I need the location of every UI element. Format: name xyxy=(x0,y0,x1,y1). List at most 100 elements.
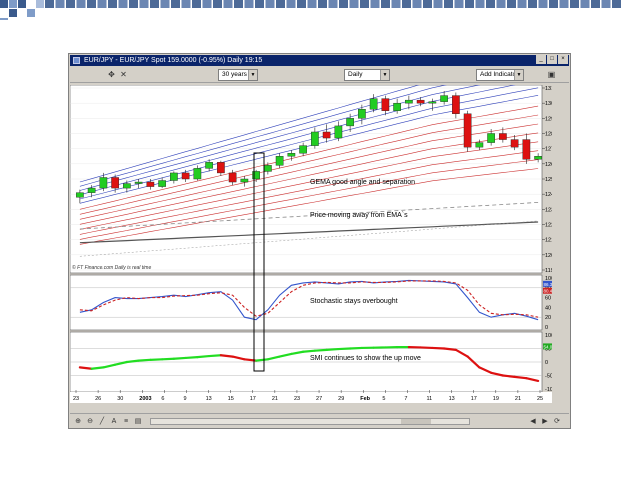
ema-slow-line xyxy=(79,114,539,215)
minimize-button[interactable]: _ xyxy=(536,55,546,64)
pan-left-icon[interactable]: ◀ xyxy=(530,418,536,425)
date-tick-label: 25 xyxy=(537,396,543,402)
deco-bar-cell xyxy=(412,0,422,8)
chevron-down-icon: ▼ xyxy=(380,70,389,80)
stoch-k-line xyxy=(79,279,539,321)
deco-bar-cell xyxy=(255,0,264,8)
smi-segment xyxy=(501,374,516,378)
candle-body xyxy=(534,156,542,160)
candle-body xyxy=(193,168,202,180)
ema-slow-line xyxy=(79,123,539,220)
chart-area[interactable]: 1311301291281271261251241231221211201191… xyxy=(70,85,552,403)
window-title: EUR/JPY - EUR/JPY Spot 159.0000 (-0.95%)… xyxy=(84,57,263,64)
date-tick-label: 17 xyxy=(250,396,256,402)
stoch-tick-label: 100 xyxy=(545,276,552,282)
price-tick-label: 120 xyxy=(545,253,552,259)
smi-segment xyxy=(419,346,434,350)
deco-bar-cell xyxy=(276,0,285,8)
zoom-out-icon[interactable]: ⊖ xyxy=(87,418,93,425)
smi-segment xyxy=(78,366,93,370)
close-button[interactable]: × xyxy=(558,55,568,64)
smi-tick-label: -50 xyxy=(545,374,552,380)
date-tick-label: 23 xyxy=(294,396,300,402)
smi-segment xyxy=(114,360,128,366)
deco-bar-cell xyxy=(444,0,453,8)
cursor-icon[interactable]: ✥ xyxy=(108,70,115,79)
reset-view-icon[interactable]: ⟳ xyxy=(554,418,560,425)
deco-bar-cell xyxy=(423,0,432,8)
price-tick-label: 125 xyxy=(545,177,552,183)
price-tick-label: 124 xyxy=(545,192,552,198)
ema-slow-line xyxy=(79,168,539,245)
deco-bar-cell xyxy=(139,0,149,8)
maximize-button[interactable]: □ xyxy=(547,55,557,64)
annotation-stochastic: Stochastic stays overbought xyxy=(310,298,398,305)
range-value: 30 years xyxy=(222,71,247,78)
text-tool-icon[interactable]: A xyxy=(111,418,117,425)
ema-fast-line xyxy=(79,95,539,204)
range-dropdown[interactable]: 30 years ▼ xyxy=(218,69,258,81)
smi-segment xyxy=(513,375,528,380)
candle-body xyxy=(99,177,108,189)
data-credit: © FT Finance.com Daily is real time xyxy=(72,265,152,271)
stochastic-panel xyxy=(70,274,543,331)
candle-body xyxy=(393,102,401,111)
candle-body xyxy=(240,178,249,183)
smi-segment xyxy=(266,355,281,361)
pan-right-icon[interactable]: ▶ xyxy=(542,418,548,425)
deco-bar-cell xyxy=(265,0,275,8)
smi-segment xyxy=(525,377,540,382)
zoom-in-icon[interactable]: ⊕ xyxy=(75,418,81,425)
date-tick-label: 26 xyxy=(95,396,101,402)
candle-body xyxy=(369,98,378,110)
stoch-value-badge xyxy=(543,280,552,287)
deco-square xyxy=(9,9,17,17)
deco-bar-cell xyxy=(307,0,317,8)
candle-body xyxy=(275,156,284,166)
stoch-d-line xyxy=(79,280,539,318)
deco-bar-cell xyxy=(76,0,86,8)
candle-body xyxy=(170,172,178,181)
smi-segment xyxy=(172,356,187,360)
deco-bar-cell xyxy=(433,0,443,8)
stoch-tick-label: 40 xyxy=(545,305,551,311)
add-indicator-dropdown[interactable]: Add Indicator ▼ xyxy=(476,69,524,81)
ema-fast-line xyxy=(79,87,539,200)
print-icon[interactable]: ▤ xyxy=(134,418,142,425)
deco-bar-cell xyxy=(171,0,180,8)
deco-bar-cell xyxy=(328,0,338,8)
smi-segment xyxy=(137,358,152,362)
candle-body xyxy=(346,118,354,127)
candle-body xyxy=(252,171,260,180)
deco-bar-cell xyxy=(549,0,558,8)
smi-segment xyxy=(149,358,164,361)
candle-body xyxy=(452,95,460,114)
deco-bar-cell xyxy=(528,0,537,8)
ema-fast-line xyxy=(79,85,481,191)
ema-fast-line xyxy=(79,85,420,183)
smi-segment xyxy=(278,352,293,358)
chart-scrollbar[interactable] xyxy=(150,418,470,425)
date-tick-label: 23 xyxy=(73,396,79,402)
smi-tick-label: 100 xyxy=(545,333,552,339)
app-icon xyxy=(73,57,80,64)
price-tick-label: 126 xyxy=(545,162,552,168)
annotation-gema: GEMA good angle and separation xyxy=(310,179,416,186)
deco-bar-cell xyxy=(213,0,222,8)
fibonacci-icon[interactable]: ≡ xyxy=(123,418,129,425)
scrollbar-thumb[interactable] xyxy=(401,419,431,424)
date-tick-label: 21 xyxy=(515,396,521,402)
price-tick-label: 130 xyxy=(545,101,552,107)
settings-icon[interactable]: ▣ xyxy=(547,70,556,79)
candle-body xyxy=(311,131,319,146)
smi-segment xyxy=(208,354,222,358)
crosshair-icon[interactable]: ✕ xyxy=(120,70,127,79)
draw-line-icon[interactable]: ╱ xyxy=(99,418,105,425)
window-titlebar[interactable]: EUR/JPY - EUR/JPY Spot 159.0000 (-0.95%)… xyxy=(70,55,569,66)
interval-dropdown[interactable]: Daily ▼ xyxy=(344,69,390,81)
deco-bar-cell xyxy=(234,0,243,8)
smi-segment xyxy=(313,348,328,352)
candle-body xyxy=(463,113,472,148)
deco-bar-cell xyxy=(486,0,495,8)
deco-bar-cell xyxy=(475,0,485,8)
